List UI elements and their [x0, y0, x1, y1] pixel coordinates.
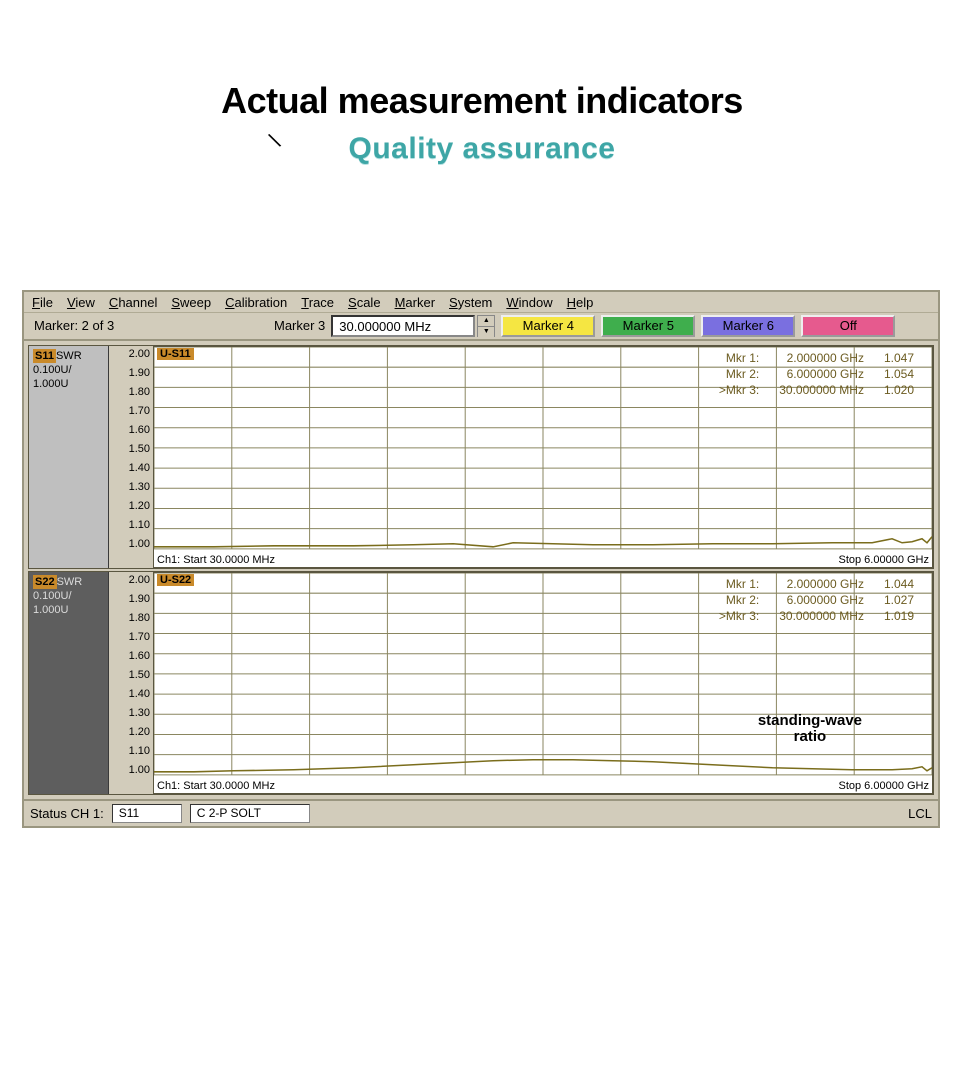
menu-bar: File View Channel Sweep Calibration Trace Scal…	[24, 292, 938, 313]
x-start-label: Ch1: Start 30.0000 MHz	[157, 780, 275, 792]
spinner-down-icon[interactable]: ▼	[478, 327, 494, 337]
x-axis-labels: Ch1: Start 30.0000 MHz Stop 6.00000 GHz	[157, 780, 929, 792]
plot-area[interactable]: U-S11 Mkr 1:2.000000 GHz1.047 Mkr 2:6.0000…	[153, 346, 933, 568]
menu-sweep[interactable]: Sweep	[171, 295, 211, 310]
chart-row-0: S11SWR 0.100U/1.000U 2.00 1.90 1.80 1.70 1.60 1…	[28, 345, 934, 569]
y-tick: 1.70	[109, 405, 150, 417]
trace-type: SWR	[57, 576, 83, 588]
y-tick: 1.30	[109, 481, 150, 493]
marker-name: Mkr 2:	[711, 367, 769, 381]
status-bar: Status CH 1: S11 C 2-P SOLT LCL	[24, 799, 938, 826]
marker-off-button[interactable]: Off	[801, 315, 895, 337]
y-tick: 1.50	[109, 669, 150, 681]
frequency-spinner[interactable]: ▲ ▼	[477, 315, 495, 337]
y-tick: 1.00	[109, 764, 150, 776]
marker4-button[interactable]: Marker 4	[501, 315, 595, 337]
menu-calibration[interactable]: Calibration	[225, 295, 287, 310]
y-tick: 1.80	[109, 612, 150, 624]
y-tick: 1.40	[109, 462, 150, 474]
status-cal-field: C 2-P SOLT	[190, 804, 310, 823]
trace-scale: 0.100U/	[33, 364, 72, 376]
marker-freq: 30.000000 MHz	[771, 609, 874, 623]
plot-area[interactable]: U-S22 Mkr 1:2.000000 GHz1.044 Mkr 2:6.0000…	[153, 572, 933, 794]
marker-frequency-input[interactable]	[331, 315, 475, 337]
trace-ref: 1.000U	[33, 378, 68, 390]
marker-value: 1.019	[876, 609, 924, 623]
spinner-up-icon[interactable]: ▲	[478, 316, 494, 327]
menu-channel[interactable]: Channel	[109, 295, 157, 310]
y-tick: 1.50	[109, 443, 150, 455]
y-tick: 2.00	[109, 348, 150, 360]
marker-readout: Mkr 1:2.000000 GHz1.044 Mkr 2:6.000000 GH…	[709, 575, 926, 625]
y-tick: 1.80	[109, 386, 150, 398]
marker-freq: 6.000000 GHz	[771, 367, 874, 381]
trace-scale: 0.100U/	[33, 590, 72, 602]
marker-count-label: Marker: 2 of 3	[28, 315, 228, 337]
trace-badge: S22	[33, 575, 57, 589]
y-tick: 1.60	[109, 424, 150, 436]
marker-name: >Mkr 3:	[711, 609, 769, 623]
y-tick: 1.30	[109, 707, 150, 719]
y-tick: 1.20	[109, 500, 150, 512]
y-tick: 1.70	[109, 631, 150, 643]
menu-window[interactable]: Window	[506, 295, 552, 310]
y-tick: 1.90	[109, 367, 150, 379]
marker-freq: 2.000000 GHz	[771, 351, 874, 365]
y-tick: 1.10	[109, 745, 150, 757]
subtitle: Quality assurance	[349, 132, 616, 165]
marker-freq: 2.000000 GHz	[771, 577, 874, 591]
trace-badge: S11	[33, 349, 56, 363]
y-axis-ticks: 2.00 1.90 1.80 1.70 1.60 1.50 1.40 1.30 1.20 1.10…	[109, 346, 153, 568]
status-label: Status CH 1:	[30, 806, 104, 821]
y-tick: 2.00	[109, 574, 150, 586]
marker-name: Mkr 1:	[711, 577, 769, 591]
x-start-label: Ch1: Start 30.0000 MHz	[157, 554, 275, 566]
y-tick: 1.90	[109, 593, 150, 605]
menu-scale[interactable]: Scale	[348, 295, 381, 310]
y-tick: 1.40	[109, 688, 150, 700]
chart-annotation: standing-waveratio	[758, 713, 862, 745]
marker-value: 1.027	[876, 593, 924, 607]
x-stop-label: Stop 6.00000 GHz	[838, 554, 929, 566]
menu-system[interactable]: System	[449, 295, 492, 310]
y-tick: 1.00	[109, 538, 150, 550]
trace-label: U-S11	[157, 348, 194, 360]
decorative-slash: \	[266, 128, 284, 154]
marker-select-label: Marker 3	[268, 315, 331, 337]
marker-name: Mkr 1:	[711, 351, 769, 365]
status-lcl: LCL	[908, 806, 932, 821]
y-axis-ticks: 2.00 1.90 1.80 1.70 1.60 1.50 1.40 1.30 1.20 1.10…	[109, 572, 153, 794]
y-tick: 1.10	[109, 519, 150, 531]
marker-freq: 6.000000 GHz	[771, 593, 874, 607]
trace-type: SWR	[56, 350, 82, 362]
status-channel-field: S11	[112, 804, 182, 823]
marker-name: >Mkr 3:	[711, 383, 769, 397]
menu-trace[interactable]: Trace	[301, 295, 334, 310]
chart-row-1: S22SWR 0.100U/1.000U 2.00 1.90 1.80 1.70 1.60 1…	[28, 571, 934, 795]
trace-ref: 1.000U	[33, 604, 68, 616]
marker-readout: Mkr 1:2.000000 GHz1.047 Mkr 2:6.000000 GH…	[709, 349, 926, 399]
marker-value: 1.044	[876, 577, 924, 591]
trace-label: U-S22	[157, 574, 194, 586]
marker-toolbar: Marker: 2 of 3 Marker 3 ▲ ▼ Marker 4 Mar…	[24, 313, 938, 341]
trace-info-panel[interactable]: S22SWR 0.100U/1.000U	[29, 572, 109, 794]
marker6-button[interactable]: Marker 6	[701, 315, 795, 337]
menu-help[interactable]: Help	[567, 295, 594, 310]
y-tick: 1.60	[109, 650, 150, 662]
marker-freq: 30.000000 MHz	[771, 383, 874, 397]
page-title: Actual measurement indicators	[0, 80, 964, 122]
marker-value: 1.054	[876, 367, 924, 381]
y-tick: 1.20	[109, 726, 150, 738]
menu-file[interactable]: File	[32, 295, 53, 310]
x-axis-labels: Ch1: Start 30.0000 MHz Stop 6.00000 GHz	[157, 554, 929, 566]
marker-name: Mkr 2:	[711, 593, 769, 607]
marker-value: 1.020	[876, 383, 924, 397]
menu-marker[interactable]: Marker	[395, 295, 435, 310]
menu-view[interactable]: View	[67, 295, 95, 310]
x-stop-label: Stop 6.00000 GHz	[838, 780, 929, 792]
vna-app-window: File View Channel Sweep Calibration Trace Scal…	[22, 290, 940, 828]
marker-value: 1.047	[876, 351, 924, 365]
trace-info-panel[interactable]: S11SWR 0.100U/1.000U	[29, 346, 109, 568]
marker5-button[interactable]: Marker 5	[601, 315, 695, 337]
